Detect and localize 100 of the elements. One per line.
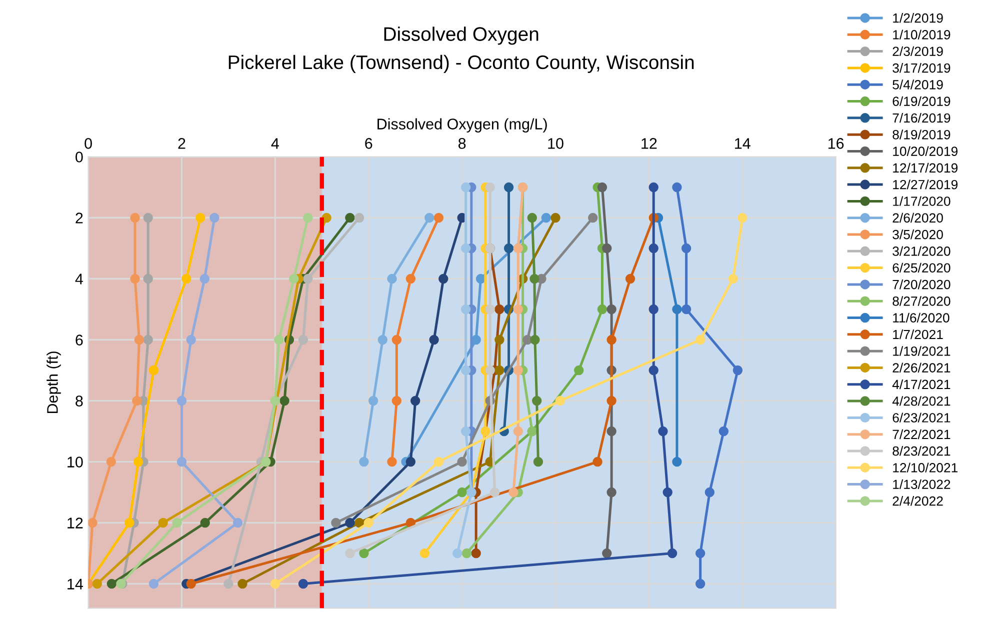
point [148,578,159,589]
point [210,212,220,223]
point [176,396,187,406]
y-tick-label: 2 [76,212,83,224]
legend-label: 1/7/2021 [893,329,943,340]
chart-subtitle: Pickerel Lake (Townsend) - Oconto County, Wisconsin [228,54,694,74]
legend-label: 8/19/2019 [892,130,950,140]
point [106,456,116,467]
legend-label: 12/17/2019 [893,162,958,173]
point [130,274,140,284]
point [490,487,500,498]
point [457,456,467,467]
point [345,518,355,528]
point [625,274,636,284]
point [130,212,140,223]
point [186,578,196,589]
point [298,578,308,589]
y-tick-label: 14 [68,578,83,590]
point [274,334,284,345]
point [331,518,341,528]
point [508,487,518,498]
point [648,243,658,254]
point [410,396,420,406]
point [606,396,616,406]
point [298,334,308,345]
point [513,426,523,436]
point [134,334,144,345]
point [738,212,748,223]
point [364,518,374,528]
point [88,518,98,528]
legend-label: 4/17/2021 [892,379,950,390]
point [485,182,495,192]
point [513,365,523,376]
point [732,365,743,376]
point [494,304,504,314]
legend-label: 7/22/2021 [892,429,950,440]
point [460,426,471,436]
point [513,304,523,314]
legend-label: 12/27/2019 [893,180,958,190]
legend-label: 3/5/2020 [892,230,943,240]
point [457,487,467,498]
point [471,548,481,558]
legend-label: 12/10/2021 [893,462,958,472]
legend-label: 3/17/2019 [892,63,950,73]
point [718,426,729,436]
point [392,334,402,345]
point [438,274,448,284]
y-tick-label: 12 [68,518,83,528]
point [494,334,504,345]
point [504,182,514,192]
legend-label: 7/20/2020 [892,280,950,290]
point [238,578,248,589]
point [606,334,616,345]
point [695,578,706,589]
point [434,212,444,223]
point [471,334,481,345]
point [176,456,187,467]
x-tick-label: 12 [642,138,657,149]
x-tick-label: 6 [365,138,372,149]
x-tick-label: 8 [458,138,466,149]
point [485,304,495,314]
y-tick-label: 8 [76,396,83,406]
legend-label: 2/6/2020 [892,212,943,223]
y-tick-label: 4 [75,274,83,284]
point [200,518,210,528]
x-axis-title: Dissolved Oxygen (mg/L) [378,118,547,132]
point [460,243,471,254]
point [424,212,434,223]
legend-label: 2/3/2019 [892,46,943,56]
legend-label: 7/16/2019 [892,112,950,123]
point [667,548,678,558]
point [550,212,560,223]
point [494,365,504,376]
point [434,456,444,467]
legend-label: 1/2/2019 [893,13,943,23]
point [133,456,144,467]
point [232,518,243,528]
point [406,456,416,467]
x-tick-label: 2 [178,138,186,149]
legend-label: 6/25/2020 [892,262,950,273]
legend-label: 2/4/2022 [892,496,943,506]
point [124,518,134,528]
point [513,243,523,254]
point [392,396,402,406]
x-tick-label: 16 [828,138,844,149]
point [658,426,668,436]
point [224,578,234,589]
point [462,548,472,558]
point [429,334,439,345]
legend-label: 6/23/2021 [892,412,950,422]
point [387,274,397,284]
legend-label: 1/17/2020 [893,196,950,206]
y-axis-title: Depth (ft) [46,352,61,414]
point [530,334,540,345]
point [270,578,280,589]
point [555,396,566,406]
point [378,334,388,345]
legend-label: 4/28/2021 [892,396,950,406]
point [476,274,486,284]
point [704,487,715,498]
